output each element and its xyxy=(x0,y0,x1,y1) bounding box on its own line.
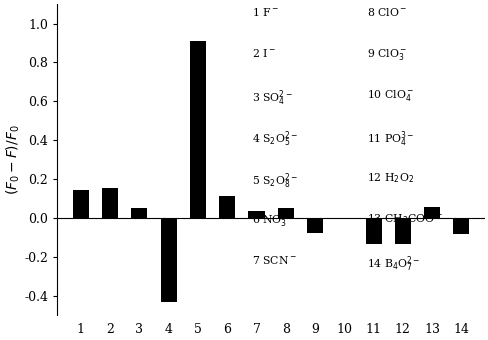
Text: 2 I$^-$: 2 I$^-$ xyxy=(251,47,275,59)
Text: 12 H$_2$O$_2$: 12 H$_2$O$_2$ xyxy=(366,171,413,185)
Text: 14 B$_4$O$_7^{2-}$: 14 B$_4$O$_7^{2-}$ xyxy=(366,254,420,273)
Text: 3 SO$_4^{2-}$: 3 SO$_4^{2-}$ xyxy=(251,88,292,108)
Bar xyxy=(102,188,118,218)
Bar xyxy=(277,208,293,218)
Text: 11 PO$_4^{3-}$: 11 PO$_4^{3-}$ xyxy=(366,130,414,149)
Text: 13 CH$_3$COO$^-$: 13 CH$_3$COO$^-$ xyxy=(366,212,442,226)
Text: 10 ClO$_4^-$: 10 ClO$_4^-$ xyxy=(366,88,414,103)
Bar xyxy=(365,218,381,244)
Text: 8 ClO$^-$: 8 ClO$^-$ xyxy=(366,6,407,18)
Bar xyxy=(219,195,235,218)
Y-axis label: $(F_0-F)/F_0$: $(F_0-F)/F_0$ xyxy=(4,124,21,195)
Text: 6 NO$_3^-$: 6 NO$_3^-$ xyxy=(251,212,289,227)
Text: 5 S$_2$O$_8^{2-}$: 5 S$_2$O$_8^{2-}$ xyxy=(251,171,297,191)
Bar xyxy=(394,218,410,244)
Text: 4 S$_2$O$_5^{2-}$: 4 S$_2$O$_5^{2-}$ xyxy=(251,130,297,149)
Bar xyxy=(160,218,176,302)
Bar xyxy=(73,190,89,218)
Text: 7 SCN$^-$: 7 SCN$^-$ xyxy=(251,254,296,266)
Text: 9 ClO$_3^-$: 9 ClO$_3^-$ xyxy=(366,47,407,62)
Bar xyxy=(306,218,323,233)
Bar xyxy=(248,211,264,218)
Text: 1 F$^-$: 1 F$^-$ xyxy=(251,6,279,18)
Bar xyxy=(452,218,468,234)
Bar xyxy=(423,207,439,218)
Bar xyxy=(189,41,205,218)
Bar xyxy=(336,218,352,219)
Bar xyxy=(131,208,147,218)
